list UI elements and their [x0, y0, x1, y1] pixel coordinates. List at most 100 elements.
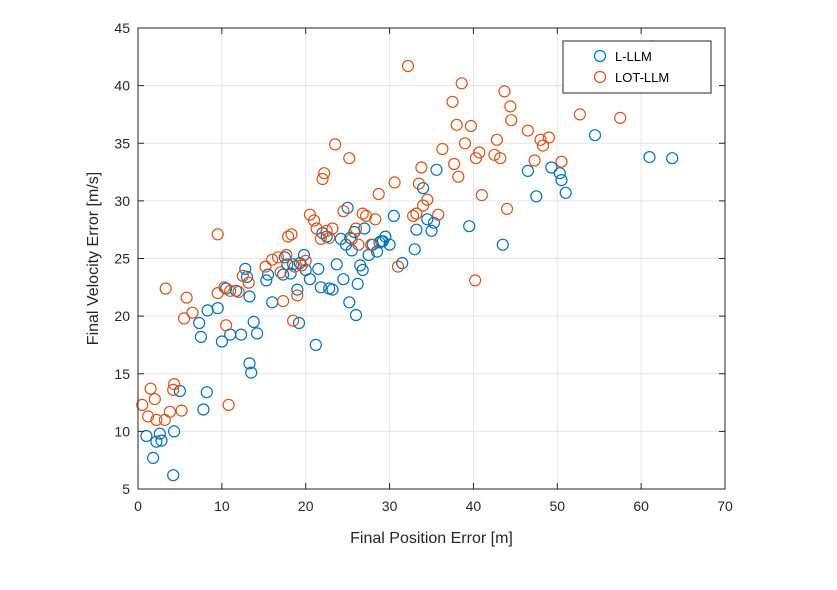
data-point: [356, 263, 369, 277]
data-point: [175, 404, 188, 417]
x-tick-label: 50: [549, 498, 565, 514]
data-point: [643, 151, 656, 164]
y-tick-label: 15: [114, 366, 130, 382]
data-point: [291, 283, 304, 296]
data-point: [314, 281, 327, 294]
data-point: [452, 170, 465, 183]
data-point: [337, 205, 350, 218]
data-point: [232, 285, 245, 298]
x-tick-label: 0: [134, 498, 142, 514]
data-point: [220, 319, 233, 332]
data-point: [235, 328, 248, 341]
data-point: [542, 131, 556, 144]
data-point: [251, 327, 264, 340]
y-tick-label: 40: [114, 78, 130, 94]
legend-label-lot-llm: LOT-LLM: [615, 70, 669, 85]
data-point: [352, 238, 365, 251]
data-point: [295, 259, 308, 272]
data-point: [349, 222, 363, 235]
y-tick-label: 10: [114, 423, 130, 439]
data-point: [194, 330, 207, 343]
data-point: [408, 243, 421, 256]
data-point: [148, 393, 161, 406]
x-tick-label: 60: [633, 498, 649, 514]
data-point: [136, 398, 149, 411]
data-point: [316, 172, 329, 186]
series-1: [136, 40, 659, 426]
data-point: [464, 119, 477, 133]
data-point: [303, 273, 316, 286]
data-point: [242, 276, 255, 289]
data-point: [430, 163, 443, 176]
data-point: [292, 316, 306, 330]
data-point: [153, 427, 166, 440]
data-point: [432, 208, 445, 221]
data-point: [410, 207, 423, 220]
data-point: [365, 238, 378, 251]
data-point: [494, 152, 507, 165]
data-point: [287, 314, 300, 327]
data-point: [388, 176, 401, 189]
data-point: [396, 257, 409, 270]
data-point: [312, 262, 325, 275]
data-point: [343, 296, 356, 309]
data-point: [150, 413, 163, 426]
y-tick-label: 25: [114, 251, 130, 267]
y-tick-label: 20: [114, 308, 130, 324]
data-point: [410, 223, 423, 236]
data-point: [500, 202, 514, 215]
data-point: [147, 451, 160, 464]
y-tick-label: 5: [122, 481, 130, 497]
data-point: [224, 284, 237, 297]
data-point: [222, 398, 235, 411]
data-point: [505, 114, 518, 127]
data-point: [259, 260, 272, 273]
data-point: [260, 274, 273, 287]
legend-box: [562, 40, 712, 94]
data-point: [277, 268, 290, 281]
x-tick-label: 20: [298, 498, 314, 514]
data-point: [488, 148, 501, 161]
data-point: [496, 238, 509, 251]
data-point: [284, 267, 297, 280]
data-point: [167, 383, 180, 396]
data-point: [291, 289, 304, 302]
data-points: [136, 40, 679, 482]
data-point: [358, 222, 371, 235]
data-point: [320, 224, 333, 237]
data-point: [218, 281, 231, 294]
data-point: [372, 187, 385, 201]
data-point: [314, 232, 327, 245]
data-point: [458, 137, 472, 150]
data-point: [666, 152, 679, 165]
series-0: [140, 129, 679, 482]
data-point: [309, 338, 322, 351]
data-point: [200, 386, 213, 399]
data-point: [555, 174, 568, 187]
x-axis-label: Final Position Error [m]: [350, 530, 513, 547]
data-point: [614, 111, 627, 125]
data-point: [349, 308, 363, 322]
data-point: [329, 138, 342, 151]
data-point: [469, 274, 482, 287]
data-point: [455, 77, 468, 90]
data-point: [446, 95, 459, 108]
data-point: [545, 161, 558, 174]
data-point: [383, 238, 396, 251]
data-point: [278, 251, 291, 264]
data-point: [180, 291, 193, 304]
data-point: [490, 133, 503, 146]
data-point: [351, 277, 364, 290]
data-point: [247, 315, 260, 328]
axis-ticks: 0 10 20 30 40 50 60 70 5 10 15 20 25 30 35 40 45: [114, 20, 733, 514]
data-point: [450, 118, 463, 131]
data-point: [243, 290, 256, 303]
y-axis-label: Final Velocity Error [m/s]: [85, 172, 102, 345]
data-point: [415, 161, 428, 174]
data-point: [412, 177, 425, 190]
legend-marker-l-llm: [593, 49, 607, 63]
data-point: [356, 207, 369, 220]
data-point: [534, 133, 547, 146]
data-point: [282, 230, 295, 243]
legend-label-l-llm: L-LLM: [615, 49, 652, 64]
